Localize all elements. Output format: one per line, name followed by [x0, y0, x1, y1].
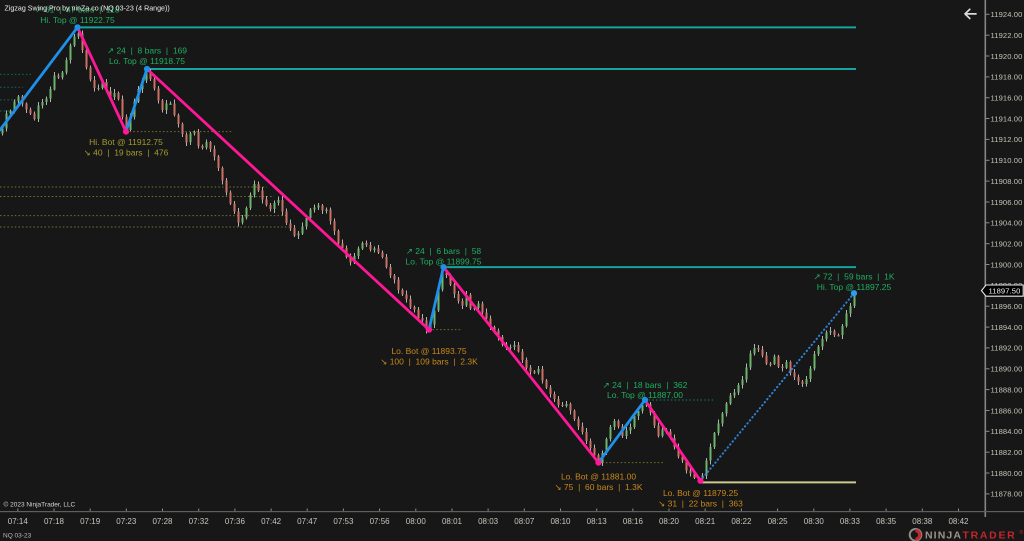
svg-text:11894.00: 11894.00 [991, 323, 1023, 332]
svg-text:↗ 72 | 59 bars | 1K: ↗ 72 | 59 bars | 1K [814, 272, 895, 282]
svg-text:07:47: 07:47 [297, 517, 318, 526]
svg-text:07:53: 07:53 [333, 517, 354, 526]
svg-text:07:23: 07:23 [116, 517, 137, 526]
svg-text:Hi. Top @ 11922.75: Hi. Top @ 11922.75 [40, 15, 115, 25]
svg-text:07:14: 07:14 [8, 517, 29, 526]
svg-text:11916.00: 11916.00 [991, 94, 1023, 103]
svg-text:08:42: 08:42 [948, 517, 969, 526]
svg-text:11892.00: 11892.00 [991, 344, 1023, 353]
svg-text:11896.00: 11896.00 [991, 302, 1023, 311]
svg-text:11914.00: 11914.00 [991, 114, 1023, 123]
svg-text:11880.00: 11880.00 [991, 469, 1023, 478]
svg-text:07:19: 07:19 [80, 517, 101, 526]
svg-text:07:32: 07:32 [189, 517, 210, 526]
svg-text:08:01: 08:01 [442, 517, 463, 526]
svg-text:08:33: 08:33 [840, 517, 861, 526]
svg-text:11904.00: 11904.00 [991, 219, 1023, 228]
svg-text:07:28: 07:28 [152, 517, 173, 526]
svg-text:11878.00: 11878.00 [991, 490, 1023, 499]
svg-text:08:07: 08:07 [514, 517, 535, 526]
svg-text:11902.00: 11902.00 [991, 240, 1023, 249]
svg-text:11908.00: 11908.00 [991, 177, 1023, 186]
svg-text:Lo. Top @ 11887.00: Lo. Top @ 11887.00 [607, 390, 683, 400]
svg-text:11900.00: 11900.00 [991, 260, 1023, 269]
svg-text:08:00: 08:00 [406, 517, 427, 526]
svg-text:11890.00: 11890.00 [991, 365, 1023, 374]
svg-text:↘ 31 | 22 bars | 363: ↘ 31 | 22 bars | 363 [658, 498, 743, 508]
svg-text:Lo. Bot @ 11879.25: Lo. Bot @ 11879.25 [663, 488, 738, 498]
svg-text:Hi. Top @ 11897.25: Hi. Top @ 11897.25 [817, 282, 892, 292]
svg-text:11912.00: 11912.00 [991, 135, 1023, 144]
svg-text:Zigzag Swing Pro by ninZa.co (: Zigzag Swing Pro by ninZa.co (NQ 03-23 (… [5, 5, 170, 13]
svg-text:08:03: 08:03 [478, 517, 499, 526]
svg-text:08:20: 08:20 [659, 517, 680, 526]
svg-text:↗ 24 | 6 bars | 58: ↗ 24 | 6 bars | 58 [406, 246, 482, 256]
svg-text:NINJA: NINJA [925, 529, 962, 541]
svg-text:08:13: 08:13 [587, 517, 608, 526]
svg-text:Lo. Bot @ 11893.75: Lo. Bot @ 11893.75 [391, 346, 466, 356]
svg-text:07:56: 07:56 [370, 517, 391, 526]
svg-text:11910.00: 11910.00 [991, 156, 1023, 165]
svg-text:↘ 40 | 19 bars | 476: ↘ 40 | 19 bars | 476 [84, 147, 169, 157]
svg-text:07:18: 07:18 [44, 517, 65, 526]
svg-text:↗ 24 | 18 bars | 362: ↗ 24 | 18 bars | 362 [603, 380, 688, 390]
svg-text:11886.00: 11886.00 [991, 406, 1023, 415]
svg-text:Hi. Bot @ 11912.75: Hi. Bot @ 11912.75 [89, 137, 163, 147]
svg-text:11882.00: 11882.00 [991, 448, 1023, 457]
svg-text:Lo. Top @ 11899.75: Lo. Top @ 11899.75 [406, 256, 482, 266]
svg-text:© 2023 NinjaTrader, LLC: © 2023 NinjaTrader, LLC [4, 501, 76, 509]
svg-text:11897.50: 11897.50 [989, 287, 1021, 296]
svg-text:Lo. Bot @ 11881.00: Lo. Bot @ 11881.00 [561, 472, 636, 482]
svg-text:08:16: 08:16 [623, 517, 644, 526]
svg-text:11924.00: 11924.00 [991, 10, 1023, 19]
svg-text:11922.00: 11922.00 [991, 31, 1023, 40]
svg-text:TRADER: TRADER [963, 529, 1017, 541]
svg-text:11884.00: 11884.00 [991, 427, 1023, 436]
svg-text:®: ® [1020, 529, 1024, 536]
svg-text:08:25: 08:25 [768, 517, 789, 526]
svg-text:08:22: 08:22 [731, 517, 752, 526]
svg-text:11906.00: 11906.00 [991, 198, 1023, 207]
svg-text:11920.00: 11920.00 [991, 52, 1023, 61]
svg-text:11918.00: 11918.00 [991, 73, 1023, 82]
svg-text:NQ 03-23: NQ 03-23 [3, 533, 32, 540]
svg-text:11888.00: 11888.00 [991, 385, 1023, 394]
svg-text:↘ 100 | 109 bars | 2.3K: ↘ 100 | 109 bars | 2.3K [380, 357, 478, 367]
svg-text:↗ 24 | 8 bars | 169: ↗ 24 | 8 bars | 169 [107, 46, 187, 56]
svg-text:Lo. Top @ 11918.75: Lo. Top @ 11918.75 [109, 56, 185, 66]
svg-text:07:36: 07:36 [225, 517, 246, 526]
svg-text:↘ 75 | 60 bars | 1.3K: ↘ 75 | 60 bars | 1.3K [554, 482, 642, 492]
svg-text:08:21: 08:21 [695, 517, 716, 526]
svg-text:08:30: 08:30 [804, 517, 825, 526]
svg-text:07:42: 07:42 [261, 517, 282, 526]
svg-text:08:35: 08:35 [876, 517, 897, 526]
svg-text:08:38: 08:38 [912, 517, 933, 526]
svg-text:↗ 61 | 47 bars | 118: ↗ 61 | 47 bars | 118 [35, 5, 119, 15]
svg-text:08:10: 08:10 [550, 517, 571, 526]
